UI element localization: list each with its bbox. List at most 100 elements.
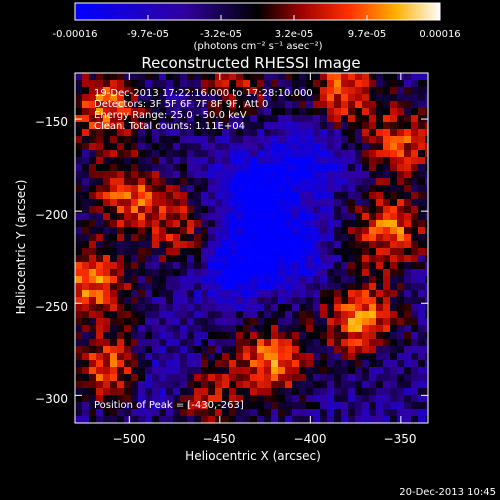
heatmap-cell (299, 87, 307, 95)
heatmap-cell (334, 367, 342, 375)
heatmap-cell (201, 339, 209, 347)
colorbar-tick-label: 9.7e-05 (348, 29, 386, 40)
heatmap-cell (320, 80, 328, 88)
heatmap-cell (285, 241, 293, 249)
heatmap-cell (355, 374, 363, 382)
heatmap-cell (397, 213, 405, 221)
heatmap-cell (278, 353, 286, 361)
heatmap-cell (243, 192, 251, 200)
heatmap-cell (103, 94, 111, 102)
heatmap-cell (369, 395, 377, 403)
heatmap-cell (117, 164, 125, 172)
heatmap-cell (397, 115, 405, 123)
heatmap-cell (362, 157, 370, 165)
colorbar-tick-label: -0.00016 (53, 29, 98, 40)
heatmap-cell (75, 220, 83, 228)
heatmap-cell (362, 346, 370, 354)
heatmap-cell (376, 276, 384, 284)
heatmap-cell (138, 311, 146, 319)
heatmap-cell (257, 381, 265, 389)
heatmap-cell (285, 122, 293, 130)
heatmap-cell (348, 262, 356, 270)
heatmap-cell (327, 192, 335, 200)
heatmap-cell (264, 388, 272, 396)
heatmap-cell (390, 416, 398, 423)
heatmap-cell (411, 276, 419, 284)
heatmap-cell (180, 206, 188, 214)
heatmap-cell (236, 318, 244, 326)
heatmap-cell (411, 241, 419, 249)
heatmap-cell (166, 136, 174, 144)
heatmap-cell (187, 213, 195, 221)
heatmap-cell (425, 157, 428, 165)
heatmap-cell (201, 409, 209, 417)
heatmap-cell (306, 213, 314, 221)
colorbar-tick-label: 3.2e-05 (275, 29, 313, 40)
heatmap-cell (229, 108, 237, 116)
heatmap-cell (285, 178, 293, 186)
heatmap-cell (292, 136, 300, 144)
heatmap-cell (145, 178, 153, 186)
heatmap-cell (264, 101, 272, 109)
heatmap-cell (355, 381, 363, 389)
heatmap-cell (257, 262, 265, 270)
heatmap-cell (425, 150, 428, 158)
heatmap-cell (271, 290, 279, 298)
heatmap-cell (334, 185, 342, 193)
heatmap-cell (236, 171, 244, 179)
heatmap-cell (390, 73, 398, 81)
heatmap-cell (215, 311, 223, 319)
heatmap-cell (152, 73, 160, 81)
heatmap-cell (425, 220, 428, 228)
heatmap-cell (96, 108, 104, 116)
heatmap-cell (313, 220, 321, 228)
heatmap-cell (313, 374, 321, 382)
heatmap-cell (257, 129, 265, 137)
heatmap-cell (362, 339, 370, 347)
heatmap-cell (306, 241, 314, 249)
heatmap-cell (285, 80, 293, 88)
heatmap-cell (348, 227, 356, 235)
heatmap-cell (82, 388, 90, 396)
heatmap-cell (180, 276, 188, 284)
heatmap-cell (159, 129, 167, 137)
heatmap-cell (194, 255, 202, 263)
heatmap-cell (229, 367, 237, 375)
heatmap-cell (411, 143, 419, 151)
heatmap-cell (327, 367, 335, 375)
heatmap-cell (124, 185, 132, 193)
heatmap-cell (348, 283, 356, 291)
heatmap-cell (320, 346, 328, 354)
heatmap-cell (243, 269, 251, 277)
heatmap-cell (425, 402, 428, 410)
heatmap-cell (425, 164, 428, 172)
heatmap-cell (194, 199, 202, 207)
heatmap-cell (404, 325, 412, 333)
heatmap-cell (236, 129, 244, 137)
heatmap-cell (278, 325, 286, 333)
heatmap-cell (166, 157, 174, 165)
heatmap-cell (173, 290, 181, 298)
heatmap-cell (75, 80, 83, 88)
heatmap-cell (278, 234, 286, 242)
heatmap-cell (292, 150, 300, 158)
heatmap-cell (404, 80, 412, 88)
heatmap-cell (341, 325, 349, 333)
heatmap-cell (299, 374, 307, 382)
heatmap-cell (278, 80, 286, 88)
heatmap-cell (355, 339, 363, 347)
heatmap-cell (96, 255, 104, 263)
heatmap-cell (180, 108, 188, 116)
heatmap-cell (425, 108, 428, 116)
heatmap-cell (187, 367, 195, 375)
heatmap-cell (250, 185, 258, 193)
heatmap-cell (145, 297, 153, 305)
heatmap-cell (383, 199, 391, 207)
heatmap-cell (383, 136, 391, 144)
heatmap-cell (82, 185, 90, 193)
heatmap-cell (201, 129, 209, 137)
heatmap-cell (320, 374, 328, 382)
heatmap-cell (187, 360, 195, 368)
heatmap-cell (411, 94, 419, 102)
heatmap-cell (138, 234, 146, 242)
